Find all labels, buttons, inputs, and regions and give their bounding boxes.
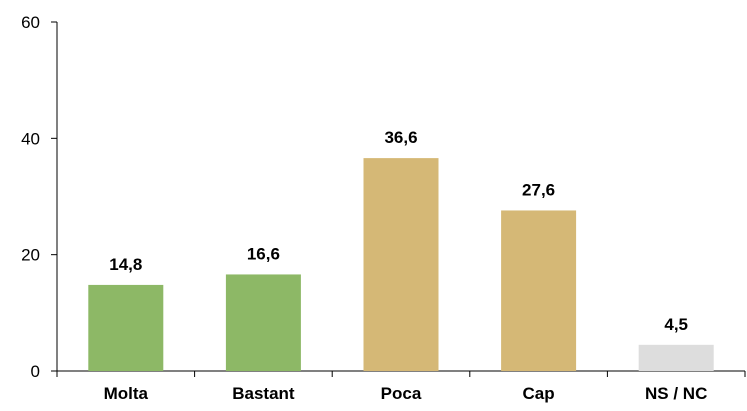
data-label: 14,8 <box>109 255 142 274</box>
x-tick-label: Cap <box>523 384 555 403</box>
bars <box>88 158 714 371</box>
y-axis: 0 20 40 60 <box>21 13 58 381</box>
x-tick-label: Poca <box>381 384 422 403</box>
x-tick-label: NS / NC <box>645 384 707 403</box>
bar <box>638 344 714 371</box>
x-tick-label: Molta <box>104 384 149 403</box>
data-label: 16,6 <box>247 244 280 263</box>
y-tick-label: 40 <box>21 129 40 148</box>
y-tick-label: 0 <box>31 362 40 381</box>
data-label: 27,6 <box>522 180 555 199</box>
y-tick-label: 60 <box>21 13 40 32</box>
x-axis: Molta Bastant Poca Cap NS / NC <box>56 370 746 403</box>
bar <box>88 284 164 371</box>
data-label: 4,5 <box>664 315 688 334</box>
x-tick-label: Bastant <box>232 384 295 403</box>
data-label: 36,6 <box>384 128 417 147</box>
data-labels: 14,8 16,6 36,6 27,6 4,5 <box>109 128 688 334</box>
bar <box>501 210 577 371</box>
bar <box>363 158 439 371</box>
bar <box>225 274 301 371</box>
y-tick-label: 20 <box>21 246 40 265</box>
